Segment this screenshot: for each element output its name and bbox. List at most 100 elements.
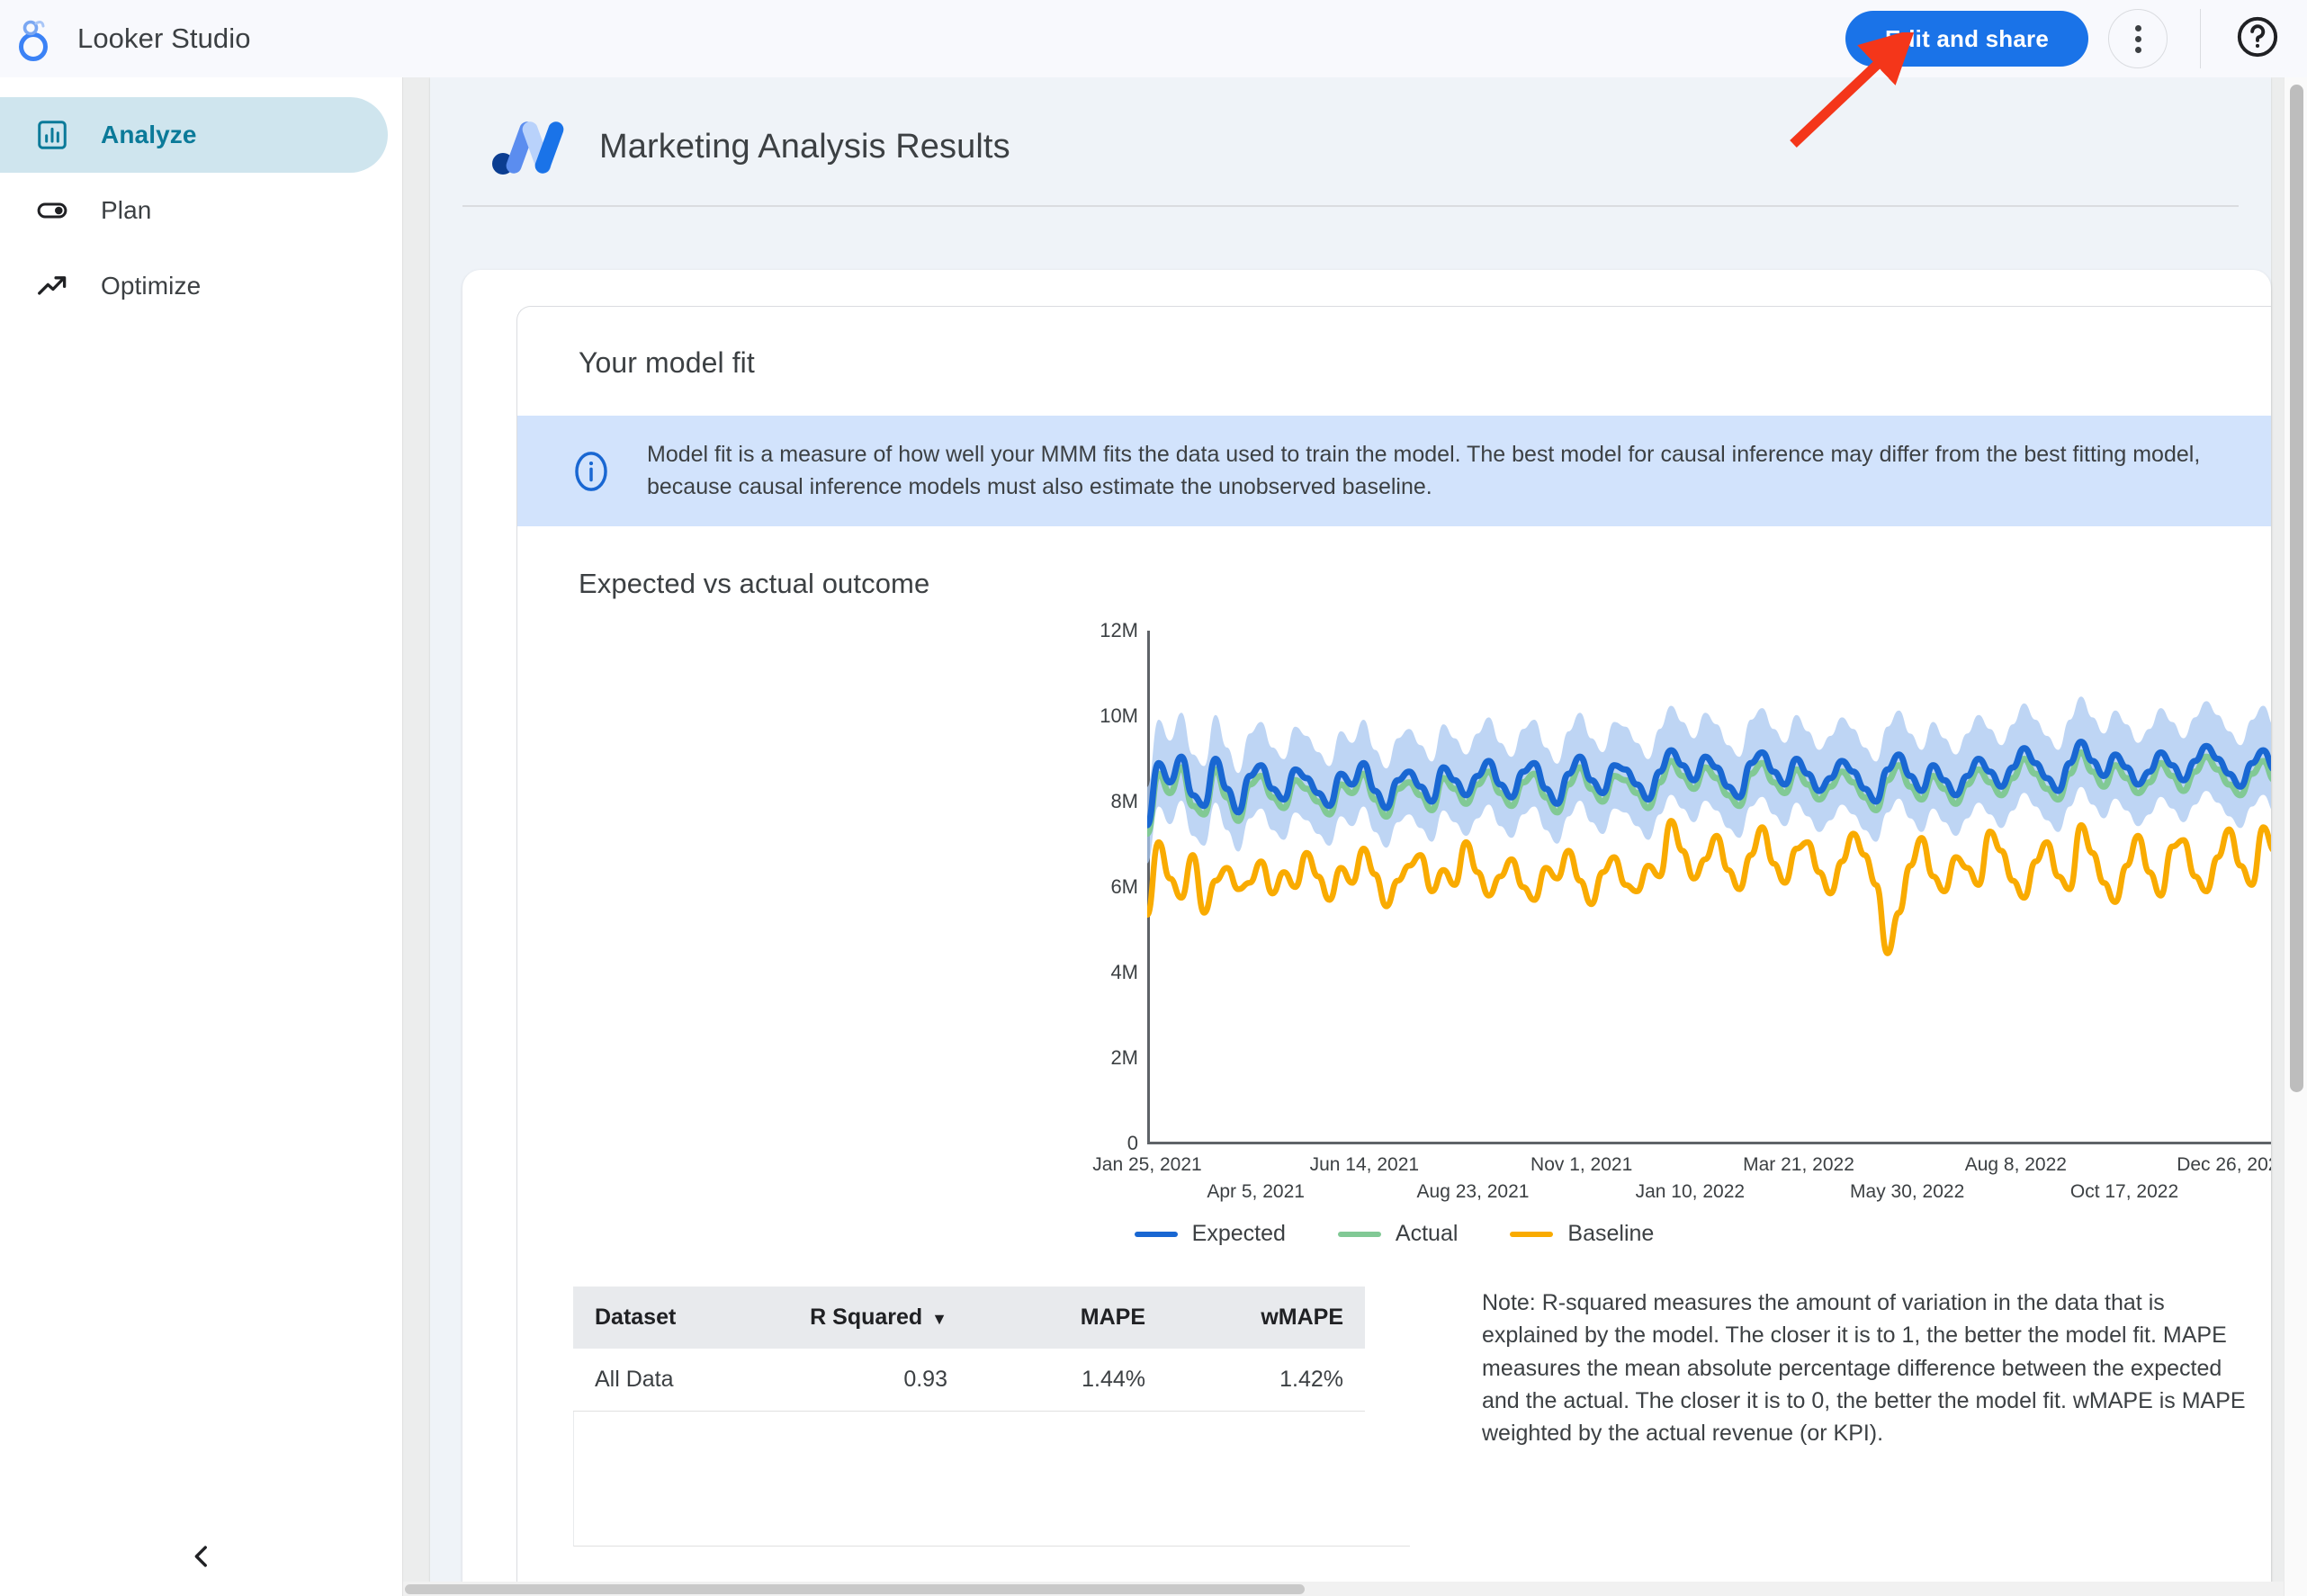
- y-axis-tick: 4M: [1110, 961, 1138, 983]
- y-axis-line: [1147, 631, 1150, 1143]
- clipped-text-below: [1482, 1485, 2265, 1498]
- expected-vs-actual-chart: 0 2M 4M 6M 8M 10M 12M Jan 25, 2021 Apr 5, 2021 J…: [517, 619, 2271, 1206]
- sidebar-nav: Analyze Plan Optimize: [0, 77, 402, 324]
- trending-up-icon: [34, 268, 70, 304]
- x-axis-tick: Oct 17, 2022: [2069, 1181, 2179, 1202]
- card-title: Your model fit: [579, 346, 755, 379]
- help-circle-icon: [2234, 13, 2281, 65]
- table-body: All Data 0.93 1.44% 1.42%: [573, 1349, 1365, 1412]
- legend-item[interactable]: Actual: [1337, 1221, 1459, 1247]
- expected-confidence-band: [1147, 696, 2271, 864]
- report-workspace: Marketing Analysis Results Your model fi…: [403, 77, 2307, 1596]
- column-header-label: R Squared: [810, 1305, 923, 1330]
- y-axis-tick: 6M: [1110, 875, 1138, 898]
- x-axis-tick: Apr 5, 2021: [1207, 1181, 1305, 1202]
- x-axis-tick: Jan 10, 2022: [1635, 1181, 1746, 1202]
- sidebar-item-label: Optimize: [101, 272, 202, 300]
- table-header: Dataset R Squared ▼ MAPE wMAPE: [573, 1287, 1365, 1349]
- sidebar-item-optimize[interactable]: Optimize: [0, 248, 388, 324]
- kebab-menu-icon: [2134, 24, 2141, 53]
- y-axis-tick: 0: [1127, 1132, 1138, 1154]
- sidebar: Analyze Plan Optimize: [0, 77, 403, 1596]
- top-bar-actions: Edit and share: [1845, 9, 2307, 68]
- info-circle-icon: [568, 448, 615, 495]
- y-axis-tick: 2M: [1110, 1046, 1138, 1069]
- legend-swatch: [1134, 1231, 1178, 1237]
- x-axis-labels: Jan 25, 2021 Apr 5, 2021 Jun 14, 2021 Aug 2…: [517, 1154, 2271, 1219]
- y-axis-tick: 10M: [1100, 704, 1138, 727]
- series-line-baseline: [1147, 818, 2271, 956]
- sidebar-item-label: Plan: [101, 196, 152, 224]
- metrics-table: Dataset R Squared ▼ MAPE wMAPE All Data: [573, 1287, 1365, 1412]
- sidebar-item-label: Analyze: [101, 121, 197, 148]
- bar-chart-icon: [34, 117, 70, 153]
- info-banner-text: Model fit is a measure of how well your …: [647, 442, 2201, 499]
- horizontal-scrollbar-track[interactable]: [403, 1582, 2284, 1596]
- legend-item[interactable]: Expected: [1134, 1221, 1286, 1247]
- vertical-scrollbar-thumb[interactable]: [2290, 85, 2303, 1092]
- chevron-left-icon: [186, 1541, 217, 1576]
- series-line-actual: [1147, 749, 2271, 838]
- help-button[interactable]: [2233, 14, 2282, 63]
- y-axis-tick: 12M: [1100, 619, 1138, 641]
- report-header: Marketing Analysis Results: [430, 77, 2271, 176]
- x-axis-tick: Dec 26, 2022: [2177, 1154, 2271, 1175]
- legend-swatch: [1510, 1231, 1554, 1237]
- table-empty-area: [573, 1412, 1410, 1547]
- sidebar-item-analyze[interactable]: Analyze: [0, 97, 388, 173]
- looker-studio-logo-icon: [16, 16, 58, 61]
- sidebar-item-plan[interactable]: Plan: [0, 173, 388, 248]
- header-divider: [462, 205, 2239, 207]
- legend-item[interactable]: Baseline: [1510, 1221, 1654, 1247]
- column-header-r-squared[interactable]: R Squared ▼: [771, 1287, 969, 1349]
- y-axis-tick: 8M: [1110, 790, 1138, 812]
- meridian-m-logo-icon: [491, 117, 569, 176]
- top-bar: Looker Studio Edit and share: [0, 0, 2307, 77]
- edit-and-share-button[interactable]: Edit and share: [1845, 11, 2088, 67]
- sidebar-collapse-button[interactable]: [0, 1520, 402, 1596]
- sort-descending-icon: ▼: [931, 1310, 947, 1328]
- toggle-switch-icon: [34, 193, 70, 229]
- y-axis-labels: 0 2M 4M 6M 8M 10M 12M: [1057, 619, 1138, 1154]
- model-fit-card: Your model fit Model fit is a measure of…: [462, 270, 2271, 1596]
- toolbar-divider: [2200, 9, 2201, 68]
- table-header-row: Dataset R Squared ▼ MAPE wMAPE: [573, 1287, 1365, 1349]
- legend-label: Actual: [1395, 1221, 1459, 1246]
- x-axis-tick: Mar 21, 2022: [1743, 1154, 1854, 1175]
- vertical-scrollbar-track[interactable]: [2284, 77, 2307, 1596]
- x-axis-tick: Nov 1, 2021: [1531, 1154, 1633, 1175]
- chart-title: Expected vs actual outcome: [579, 568, 930, 599]
- page-title: Marketing Analysis Results: [599, 127, 1010, 166]
- chart-plot-area: [1147, 631, 2271, 1143]
- column-header-dataset[interactable]: Dataset: [573, 1287, 771, 1349]
- legend-swatch: [1337, 1231, 1381, 1237]
- metrics-table-wrap: Dataset R Squared ▼ MAPE wMAPE All Data: [573, 1287, 1410, 1547]
- legend-label: Baseline: [1567, 1221, 1655, 1246]
- brand[interactable]: Looker Studio: [0, 16, 251, 61]
- cell-wmape: 1.42%: [1167, 1349, 1365, 1412]
- cell-mape: 1.44%: [969, 1349, 1167, 1412]
- info-banner: Model fit is a measure of how well your …: [517, 416, 2271, 526]
- x-axis-tick: Aug 8, 2022: [1964, 1154, 2067, 1175]
- report-page: Marketing Analysis Results Your model fi…: [430, 77, 2271, 1596]
- column-header-mape[interactable]: MAPE: [969, 1287, 1167, 1349]
- legend-label: Expected: [1191, 1221, 1286, 1246]
- more-options-button[interactable]: [2108, 9, 2168, 68]
- horizontal-scrollbar-thumb[interactable]: [405, 1584, 1305, 1594]
- series-line-expected: [1147, 739, 2271, 829]
- metrics-note: Note: R-squared measures the amount of v…: [1482, 1290, 2246, 1446]
- chart-legend: Expected Actual Baseline: [517, 1221, 2271, 1247]
- cell-dataset: All Data: [573, 1349, 771, 1412]
- x-axis-line: [1147, 1142, 2271, 1144]
- cell-r-squared: 0.93: [771, 1349, 969, 1412]
- column-header-wmape[interactable]: wMAPE: [1167, 1287, 1365, 1349]
- brand-name: Looker Studio: [77, 22, 251, 54]
- x-axis-tick: Jun 14, 2021: [1309, 1154, 1420, 1175]
- x-axis-tick: May 30, 2022: [1850, 1181, 1965, 1202]
- note-column: Note: R-squared measures the amount of v…: [1410, 1287, 2265, 1547]
- x-axis-tick: Jan 25, 2021: [1092, 1154, 1202, 1175]
- metrics-section: Dataset R Squared ▼ MAPE wMAPE All Data: [517, 1247, 2271, 1547]
- table-row[interactable]: All Data 0.93 1.44% 1.42%: [573, 1349, 1365, 1412]
- x-axis-tick: Aug 23, 2021: [1416, 1181, 1530, 1202]
